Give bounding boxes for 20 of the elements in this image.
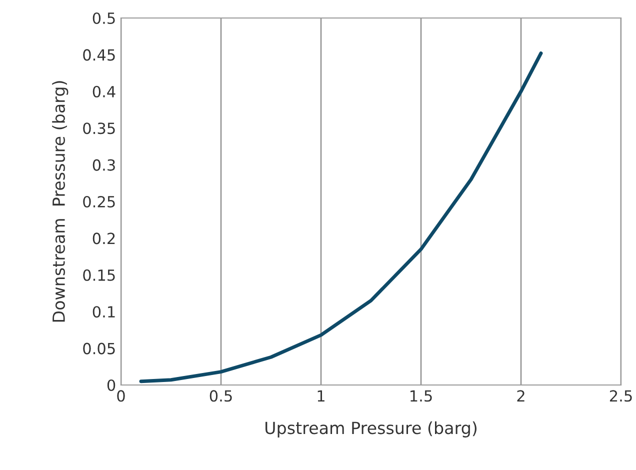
x-tick-label: 1 [318, 390, 324, 402]
y-tick-label: 0 [107, 379, 116, 392]
y-tick-label: 0.25 [83, 196, 115, 208]
y-tick-label: 0.4 [92, 86, 116, 98]
y-tick-label: 0.45 [83, 49, 115, 61]
y-tick-label: 0.2 [92, 232, 115, 244]
y-tick-label: 0.05 [83, 342, 115, 354]
y-tick-label: 0.1 [92, 306, 115, 318]
x-tick-label: 2.5 [610, 390, 632, 402]
y-tick-label: 0.5 [92, 12, 115, 24]
x-tick-label: 0.5 [210, 390, 232, 402]
y-tick-label: 0.3 [92, 159, 115, 171]
y-tick-label: 0.15 [83, 269, 115, 281]
x-tick-label: 1.5 [410, 390, 432, 402]
y-tick-label: 0.35 [83, 122, 115, 134]
line-series [139, 51, 543, 384]
x-tick-label: 2 [517, 390, 524, 402]
x-axis-title: Upstream Pressure (barg) [266, 421, 476, 438]
y-axis-title: Downstream Pressure (barg) [52, 81, 68, 322]
x-tick-label: 0 [117, 390, 125, 402]
